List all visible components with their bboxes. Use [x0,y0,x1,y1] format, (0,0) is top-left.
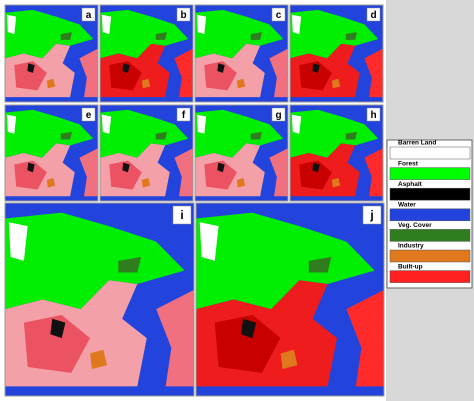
legend-label: Veg. Cover [398,222,432,229]
panel-border [289,104,384,202]
legend-label: Industry [398,243,424,250]
panel-border [289,4,384,103]
panel-label: j [369,208,373,222]
legend-label: Built-up [398,263,423,270]
panel-label: c [276,10,282,21]
panel-label-box [176,7,191,22]
panel-label: d [370,10,376,21]
legend-swatch [389,146,471,160]
panel-border [194,4,289,103]
panel-border [99,104,194,202]
legend-swatch [389,167,471,180]
panel-border [99,4,194,103]
panel-label-box [366,7,381,22]
panel-label: g [275,110,281,121]
panel-label-box [172,205,192,225]
legend-swatch [389,249,471,263]
map-panel [5,203,194,396]
panel-label-box [271,107,286,122]
panel-label: e [86,110,92,121]
panel-label-box [271,7,286,22]
legend-swatch [389,208,471,222]
legend-swatch [389,187,471,201]
map-panel [196,203,384,396]
panel-border [4,104,99,202]
panel-label: h [370,110,376,121]
panel-label-box [362,205,382,225]
panel-label: b [180,10,186,21]
panel-label-box [176,107,191,122]
legend-label: Asphalt [398,181,423,188]
panel-label-box [81,107,96,122]
panel-label: f [182,110,186,121]
panel-label: i [180,208,183,222]
panel-border [194,104,289,202]
panel-label-box [81,7,96,22]
legend-swatch [389,270,471,283]
panel-border [195,202,385,397]
legend-swatch [389,229,471,242]
panel-border [4,4,99,103]
panel-label: a [86,10,92,21]
legend-label: Barren Land [398,140,436,147]
legend-label: Water [398,202,416,209]
legend-label: Forest [398,160,419,167]
panel-label-box [366,107,381,122]
panel-border [4,202,195,397]
